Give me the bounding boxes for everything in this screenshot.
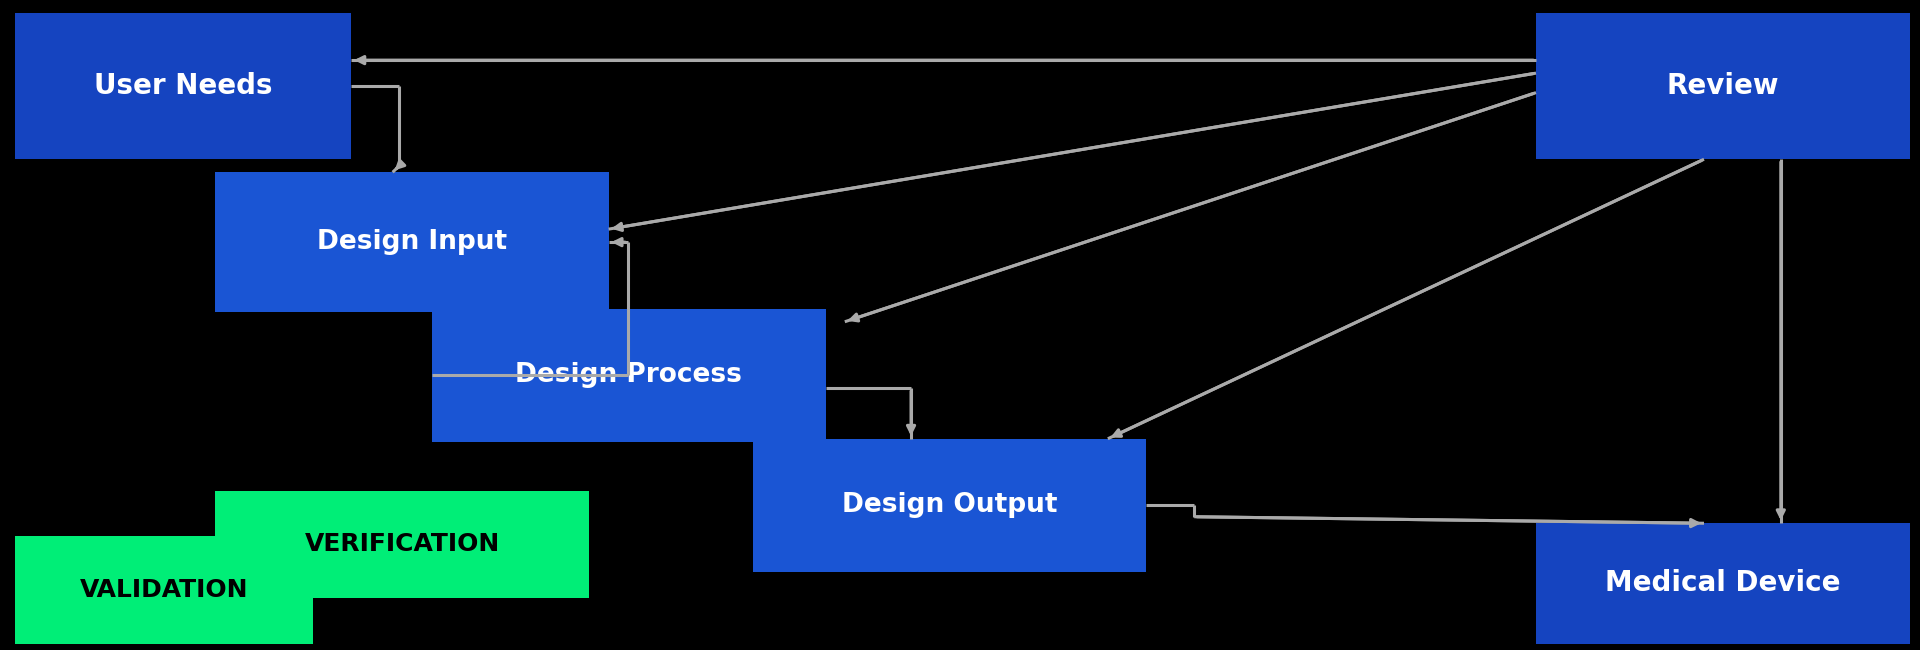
FancyBboxPatch shape (753, 439, 1146, 572)
Text: Medical Device: Medical Device (1605, 569, 1841, 597)
Text: Design Process: Design Process (515, 363, 743, 388)
FancyBboxPatch shape (15, 536, 313, 644)
FancyBboxPatch shape (1536, 13, 1910, 159)
Text: Design Input: Design Input (317, 229, 507, 255)
Text: VALIDATION: VALIDATION (81, 578, 248, 602)
FancyBboxPatch shape (432, 309, 826, 442)
FancyBboxPatch shape (215, 491, 589, 598)
FancyBboxPatch shape (15, 13, 351, 159)
Text: Review: Review (1667, 72, 1780, 100)
FancyBboxPatch shape (1536, 523, 1910, 644)
Text: Design Output: Design Output (841, 493, 1058, 519)
Text: VERIFICATION: VERIFICATION (305, 532, 499, 556)
Text: User Needs: User Needs (94, 72, 273, 100)
FancyBboxPatch shape (215, 172, 609, 312)
